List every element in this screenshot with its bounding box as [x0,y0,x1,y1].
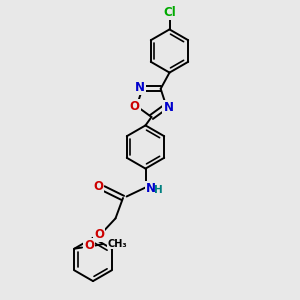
Text: N: N [146,182,156,195]
Text: CH₃: CH₃ [108,239,127,249]
Text: O: O [130,100,140,113]
Text: O: O [94,228,104,242]
Text: N: N [164,100,173,114]
Text: O: O [84,239,94,252]
Text: H: H [154,185,163,195]
Text: N: N [135,81,145,94]
Text: O: O [93,179,103,193]
Text: Cl: Cl [163,6,176,19]
